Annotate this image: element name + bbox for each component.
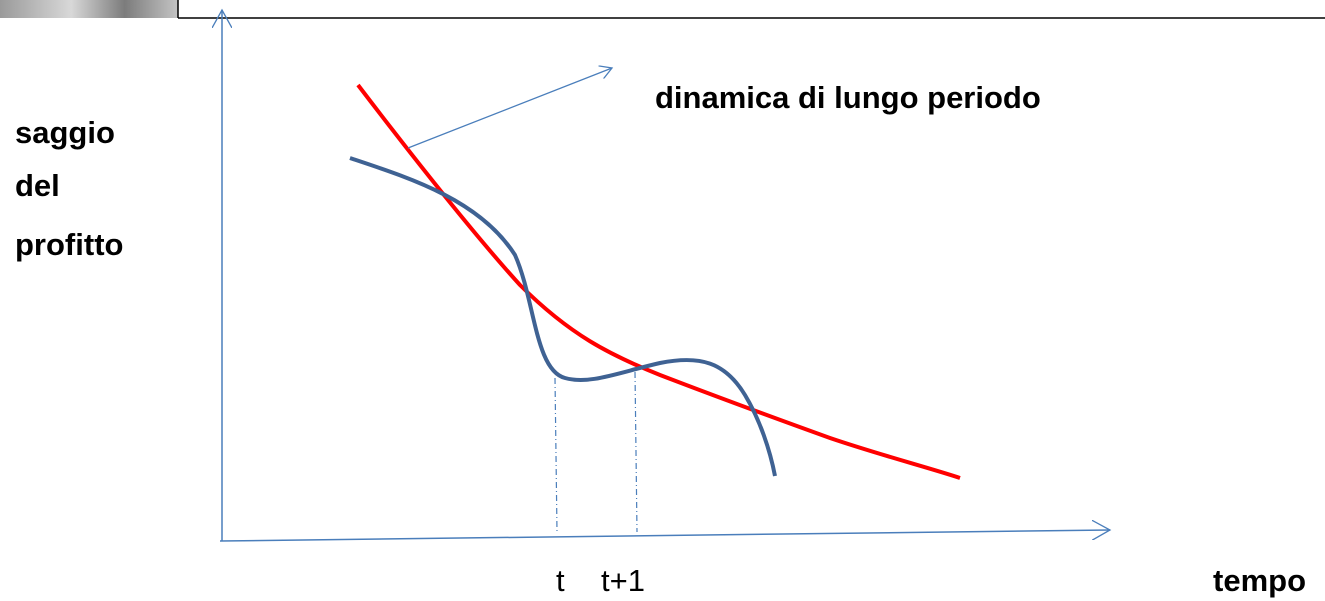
y-label-line: profitto — [15, 227, 123, 262]
x-mark-label: t — [556, 563, 565, 598]
page: saggio del profitto dinamica di lungo pe… — [0, 0, 1325, 601]
x-axis — [220, 530, 1110, 541]
header-image — [0, 0, 178, 18]
y-label-line: del — [15, 168, 60, 203]
annotation: dinamica di lungo periodo — [655, 80, 1041, 115]
y-label-line: saggio — [15, 115, 115, 150]
guide-t1 — [635, 372, 637, 532]
slide: saggio del profitto dinamica di lungo pe… — [0, 0, 1325, 601]
trend-curve — [358, 85, 960, 478]
x-mark-label: t+1 — [601, 563, 645, 598]
x-axis-label: tempo — [1213, 563, 1306, 598]
actual-curve — [350, 158, 775, 476]
annotation-arrow — [408, 68, 612, 148]
guide-t — [555, 378, 557, 532]
